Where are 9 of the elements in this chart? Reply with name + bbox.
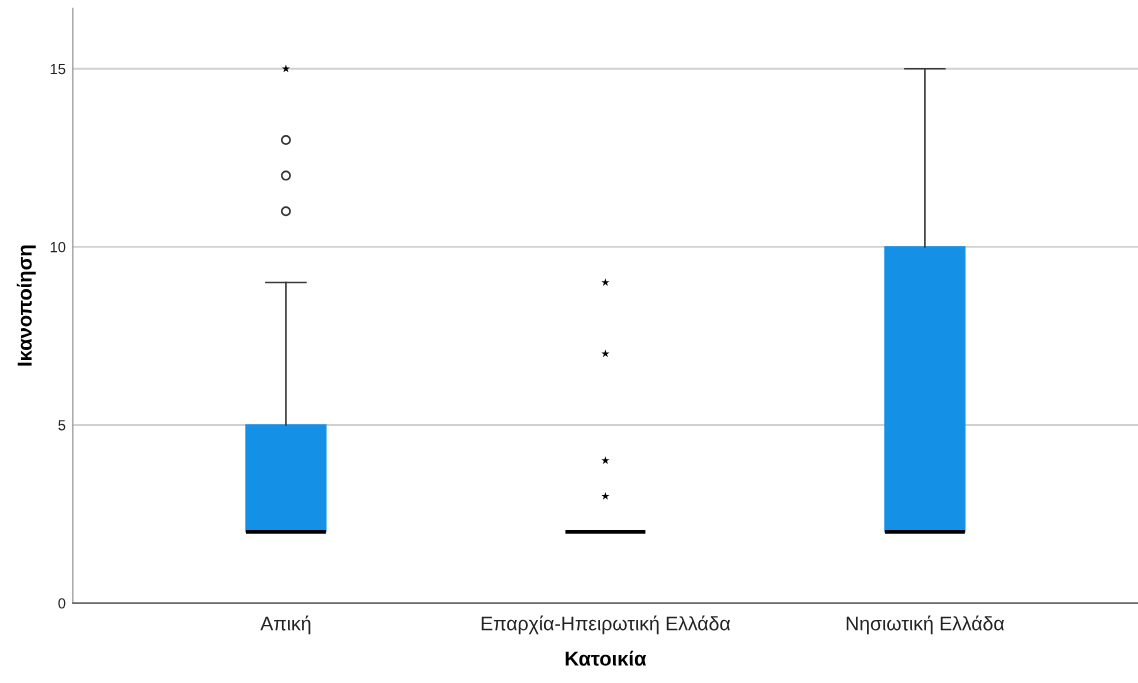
x-tick-label: Νησιωτική Ελλάδα — [846, 615, 1005, 635]
y-axis-title: Ικανοποίηση — [16, 245, 36, 366]
y-tick-label: 15 — [50, 64, 66, 75]
x-tick-label: Απική — [260, 615, 311, 635]
y-tick-label: 0 — [58, 598, 66, 609]
y-tick-label: 5 — [58, 420, 66, 431]
x-axis-title: Κατοικία — [565, 650, 647, 666]
x-tick-label: Επαρχία-Ηπειρωτική Ελλάδα — [481, 615, 731, 635]
y-tick-label: 10 — [50, 241, 66, 253]
